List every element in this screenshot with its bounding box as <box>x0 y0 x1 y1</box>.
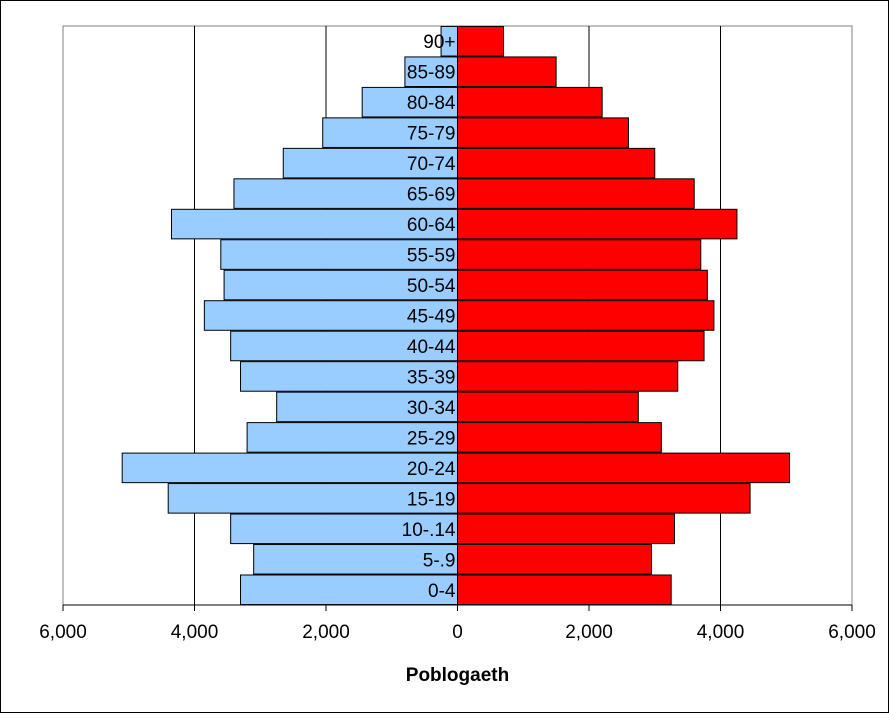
bar-left-65-69 <box>233 178 458 209</box>
bar-right-55-59 <box>457 239 702 270</box>
bar-right-50-54 <box>457 269 708 301</box>
bar-left-30-34 <box>276 391 458 423</box>
bar-right-75-79 <box>457 117 629 148</box>
bar-left-85-89 <box>404 56 458 87</box>
category-label: 0-4 <box>428 581 456 602</box>
bar-left-15-19 <box>167 483 458 514</box>
category-label: 90+ <box>423 32 455 53</box>
x-tick-label: 6,000 <box>39 622 87 643</box>
category-label: 70-74 <box>407 154 456 175</box>
category-label: 25-29 <box>407 428 456 449</box>
x-tick-label: 2,000 <box>302 622 350 643</box>
bar-left-60-64 <box>170 208 459 240</box>
category-label: 35-39 <box>407 367 456 388</box>
bar-right-65-69 <box>457 178 695 209</box>
category-labels: 0-4 5-.9 10-.14 15-19 20-24 25-29 30-34 35-39 40… <box>402 32 456 602</box>
bar-right-85-89 <box>457 56 557 87</box>
category-label: 55-59 <box>407 246 456 267</box>
bar-left-0-4 <box>240 574 458 606</box>
bar-right-30-34 <box>457 391 639 423</box>
bar-right-25-29 <box>457 422 662 453</box>
bar-right-70-74 <box>457 147 656 179</box>
category-label: 5-.9 <box>423 550 456 571</box>
category-label: 30-34 <box>407 398 456 419</box>
bar-left-20-24 <box>121 452 459 484</box>
x-tick-label: 4,000 <box>171 622 219 643</box>
category-label: 10-.14 <box>402 520 456 541</box>
bar-right-40-44 <box>457 330 705 362</box>
bar-right-0-4 <box>457 574 672 606</box>
bar-left-75-79 <box>322 117 458 148</box>
x-axis-title: Poblogaeth <box>406 665 509 686</box>
bar-right-45-49 <box>457 300 715 331</box>
category-label: 45-49 <box>407 307 456 328</box>
bar-right-5-.9 <box>457 544 652 575</box>
bar-left-50-54 <box>223 269 458 301</box>
bar-right-80-84 <box>457 86 603 118</box>
bar-left-80-84 <box>361 86 459 118</box>
bar-right-60-64 <box>457 208 738 240</box>
bar-right-10-.14 <box>457 513 675 545</box>
x-tick-label: 0 <box>452 622 463 643</box>
category-label: 80-84 <box>407 93 456 114</box>
category-label: 85-89 <box>407 63 456 84</box>
bar-left-40-44 <box>230 330 458 362</box>
category-label: 40-44 <box>407 337 456 358</box>
bar-right-15-19 <box>457 483 751 514</box>
x-tick-label: 6,000 <box>828 622 876 643</box>
bar-left-70-74 <box>282 147 459 179</box>
category-label: 50-54 <box>407 276 456 297</box>
category-label: 75-79 <box>407 124 456 145</box>
bar-left-10-.14 <box>230 513 458 545</box>
x-tick-label: 4,000 <box>697 622 745 643</box>
bars <box>121 25 791 606</box>
bar-right-90+ <box>457 25 505 57</box>
category-label: 65-69 <box>407 185 456 206</box>
x-axis: 6,000 4,000 2,000 0 2,000 4,000 6,000 <box>39 604 876 643</box>
category-label: 20-24 <box>407 459 456 480</box>
category-label: 15-19 <box>407 489 456 510</box>
x-tick-label: 2,000 <box>565 622 613 643</box>
bar-right-35-39 <box>457 361 679 392</box>
bar-right-20-24 <box>457 452 791 484</box>
category-label: 60-64 <box>407 215 456 236</box>
